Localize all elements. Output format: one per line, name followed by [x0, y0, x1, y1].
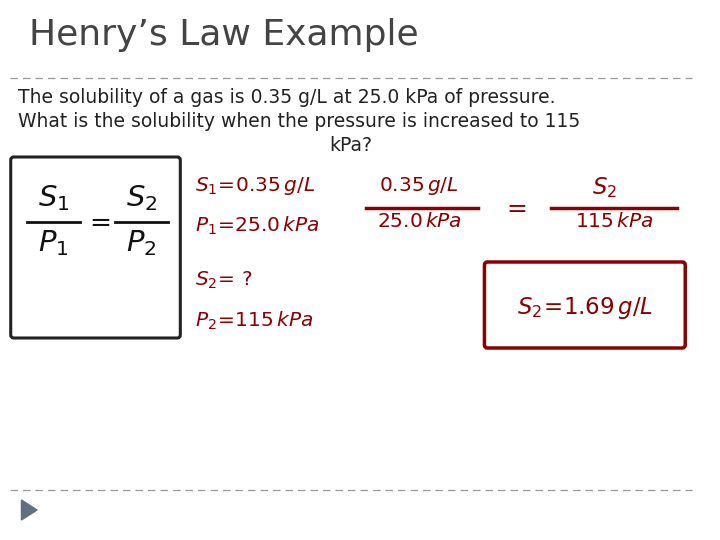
Text: $=$: $=$ — [502, 197, 527, 219]
FancyBboxPatch shape — [485, 262, 685, 348]
Text: $S_2\!=\!1.69\,g/L$: $S_2\!=\!1.69\,g/L$ — [517, 295, 653, 321]
Text: $P_1\!=\!25.0\,kPa$: $P_1\!=\!25.0\,kPa$ — [195, 215, 320, 237]
Text: $P_1$: $P_1$ — [38, 228, 69, 258]
Text: $S_2$: $S_2$ — [592, 175, 617, 200]
Text: $S_2\!=\,?$: $S_2\!=\,?$ — [195, 270, 253, 291]
Text: $115\,kPa$: $115\,kPa$ — [575, 212, 653, 231]
Text: $=$: $=$ — [84, 209, 111, 235]
Text: $S_1\!=\!0.35\,g/L$: $S_1\!=\!0.35\,g/L$ — [195, 175, 315, 197]
Text: Henry’s Law Example: Henry’s Law Example — [30, 18, 419, 52]
FancyBboxPatch shape — [11, 157, 180, 338]
Text: What is the solubility when the pressure is increased to 115: What is the solubility when the pressure… — [17, 112, 580, 131]
Polygon shape — [22, 500, 37, 520]
Text: $S_2$: $S_2$ — [126, 183, 157, 213]
Text: kPa?: kPa? — [329, 136, 372, 155]
Text: $0.35\,g/L$: $0.35\,g/L$ — [379, 175, 459, 197]
Text: $25.0\,kPa$: $25.0\,kPa$ — [377, 212, 462, 231]
Text: $P_2\!=\!115\,kPa$: $P_2\!=\!115\,kPa$ — [195, 310, 313, 332]
Text: $P_2$: $P_2$ — [126, 228, 156, 258]
Text: $S_1$: $S_1$ — [38, 183, 69, 213]
Text: The solubility of a gas is 0.35 g/L at 25.0 kPa of pressure.: The solubility of a gas is 0.35 g/L at 2… — [17, 88, 555, 107]
